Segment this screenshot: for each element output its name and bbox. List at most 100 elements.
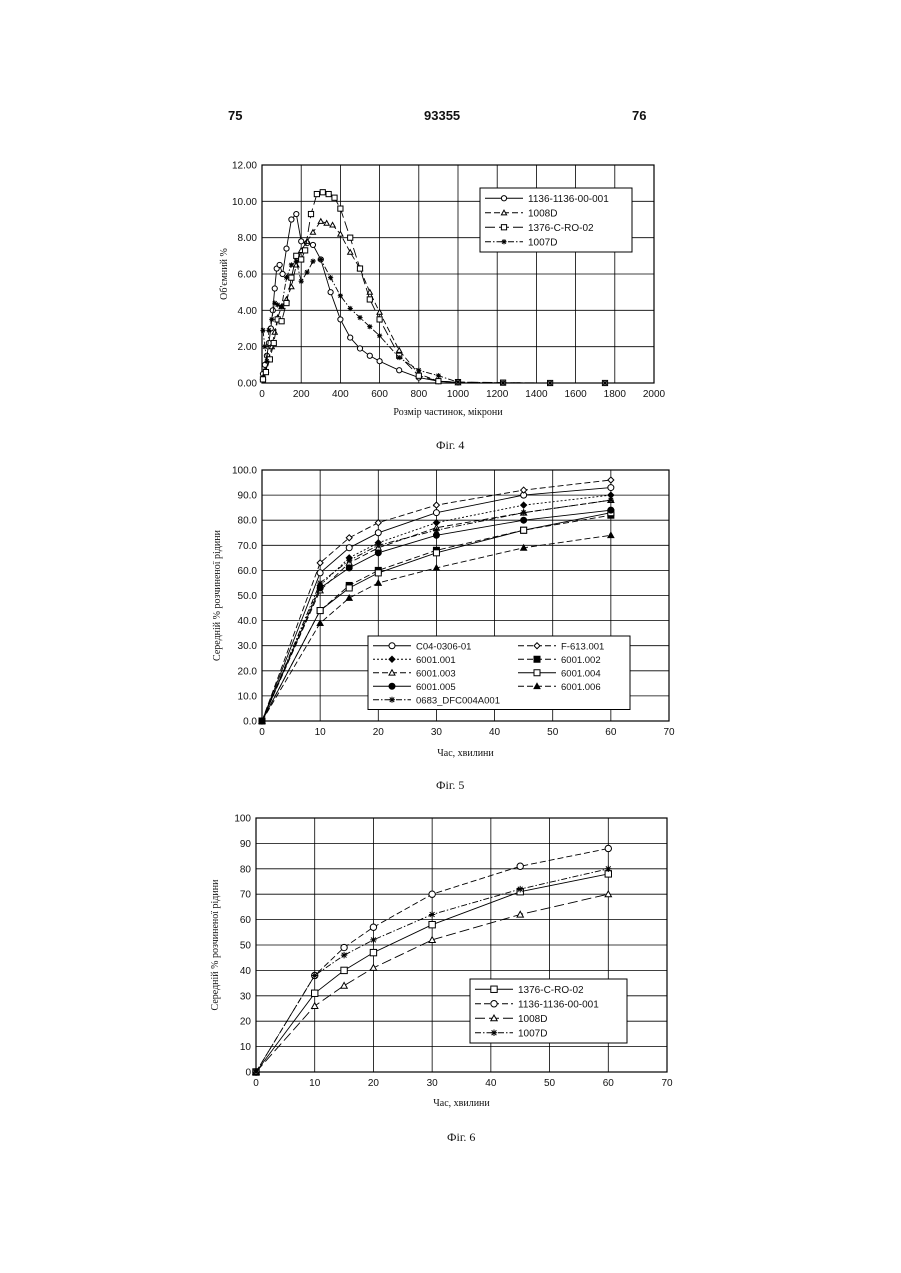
x-tick-label: 2000 bbox=[643, 389, 666, 400]
data-point bbox=[338, 317, 343, 322]
x-tick-label: 70 bbox=[661, 1078, 673, 1089]
x-tick-label: 50 bbox=[547, 727, 559, 738]
data-point bbox=[375, 542, 381, 548]
data-point bbox=[330, 222, 335, 227]
data-point bbox=[279, 319, 284, 324]
data-point bbox=[328, 275, 333, 280]
data-point bbox=[367, 353, 372, 358]
data-point bbox=[377, 359, 382, 364]
data-point bbox=[348, 335, 353, 340]
data-point bbox=[341, 944, 347, 950]
x-axis-label: Розмір частинок, мікрони bbox=[393, 407, 503, 418]
data-point bbox=[262, 344, 267, 349]
y-tick-label: 100 bbox=[234, 814, 251, 825]
data-point bbox=[284, 275, 289, 280]
data-point bbox=[284, 246, 289, 251]
legend-label: C04-0306-01 bbox=[416, 641, 471, 652]
y-tick-label: 20.0 bbox=[238, 666, 258, 677]
legend-label: 1008D bbox=[528, 208, 557, 219]
data-point bbox=[429, 921, 435, 927]
data-point bbox=[320, 190, 325, 195]
data-point bbox=[370, 949, 376, 955]
data-point bbox=[357, 315, 362, 320]
legend-label: F-613.001 bbox=[561, 641, 604, 652]
data-point bbox=[608, 507, 614, 513]
data-point bbox=[370, 937, 376, 943]
x-axis-label: Час, хвилини bbox=[433, 1098, 490, 1109]
data-point bbox=[289, 217, 294, 222]
data-point bbox=[346, 545, 352, 551]
data-point bbox=[310, 259, 315, 264]
x-tick-label: 70 bbox=[663, 727, 675, 738]
legend-label: 1136-1136-00-001 bbox=[528, 194, 609, 205]
x-tick-label: 1600 bbox=[564, 389, 587, 400]
x-tick-label: 0 bbox=[253, 1078, 259, 1089]
data-point bbox=[521, 487, 527, 493]
figure-5-caption: Фіг. 5 bbox=[436, 778, 464, 793]
data-point bbox=[433, 502, 439, 508]
legend-label: 1008D bbox=[518, 1014, 547, 1025]
data-point bbox=[263, 370, 268, 375]
y-tick-label: 100.0 bbox=[232, 466, 257, 477]
data-point bbox=[348, 250, 353, 255]
data-point bbox=[348, 306, 353, 311]
legend-label: 1376-C-RO-02 bbox=[528, 223, 594, 234]
x-tick-label: 20 bbox=[373, 727, 385, 738]
legend-marker bbox=[491, 1030, 497, 1036]
y-tick-label: 0.00 bbox=[238, 379, 258, 390]
x-tick-label: 40 bbox=[485, 1078, 497, 1089]
legend-marker bbox=[491, 986, 497, 992]
legend-marker bbox=[389, 683, 395, 689]
data-point bbox=[253, 1069, 259, 1075]
legend-label: 1136-1136-00-001 bbox=[518, 999, 599, 1010]
figure-5-chart: 0102030405060700.010.020.030.040.050.060… bbox=[0, 458, 901, 778]
data-point bbox=[605, 845, 611, 851]
data-point bbox=[303, 248, 308, 253]
data-point bbox=[377, 333, 382, 338]
x-tick-label: 200 bbox=[293, 389, 310, 400]
data-point bbox=[608, 532, 614, 537]
data-point bbox=[521, 517, 527, 523]
legend-label: 6001.001 bbox=[416, 655, 456, 666]
data-point bbox=[433, 527, 439, 533]
series-1 bbox=[260, 219, 460, 385]
data-point bbox=[317, 570, 323, 576]
data-point bbox=[266, 328, 271, 333]
data-point bbox=[375, 580, 381, 585]
y-tick-label: 70 bbox=[240, 890, 252, 901]
data-point bbox=[397, 355, 402, 360]
legend-marker bbox=[389, 643, 395, 649]
right-page-number: 76 bbox=[632, 108, 646, 123]
data-point bbox=[433, 510, 439, 516]
legend-marker bbox=[491, 1001, 497, 1007]
data-point bbox=[517, 863, 523, 869]
figure-6-chart: 0102030405060700102030405060708090100Час… bbox=[0, 806, 901, 1116]
x-tick-label: 50 bbox=[544, 1078, 556, 1089]
data-point bbox=[370, 924, 376, 930]
legend-marker bbox=[534, 670, 540, 676]
legend-label: 6001.003 bbox=[416, 668, 456, 679]
left-page-number: 75 bbox=[228, 108, 242, 123]
data-point bbox=[318, 219, 323, 224]
data-point bbox=[280, 271, 285, 276]
data-point bbox=[348, 235, 353, 240]
data-point bbox=[272, 286, 277, 291]
legend-label: 1007D bbox=[528, 237, 557, 248]
legend: 1136-1136-00-001 1008D 1376-C-RO-02 1007D bbox=[480, 188, 632, 252]
legend-marker bbox=[389, 697, 395, 703]
y-tick-label: 40 bbox=[240, 966, 252, 977]
x-tick-label: 1800 bbox=[604, 389, 627, 400]
y-axis-label: Об'ємний % bbox=[219, 248, 230, 300]
y-tick-label: 6.00 bbox=[238, 270, 258, 281]
y-tick-label: 60 bbox=[240, 915, 252, 926]
data-point bbox=[375, 520, 381, 526]
data-point bbox=[521, 527, 527, 533]
y-axis-label: Середній % розчиненої рідини bbox=[212, 529, 223, 661]
y-tick-label: 10.0 bbox=[238, 691, 258, 702]
data-point bbox=[338, 206, 343, 211]
y-tick-label: 12.00 bbox=[232, 161, 257, 172]
data-point bbox=[317, 580, 323, 586]
data-point bbox=[455, 379, 460, 384]
y-tick-label: 40.0 bbox=[238, 616, 258, 627]
data-point bbox=[289, 275, 294, 280]
